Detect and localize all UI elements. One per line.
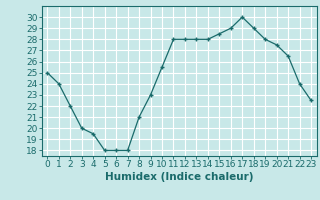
X-axis label: Humidex (Indice chaleur): Humidex (Indice chaleur) xyxy=(105,172,253,182)
